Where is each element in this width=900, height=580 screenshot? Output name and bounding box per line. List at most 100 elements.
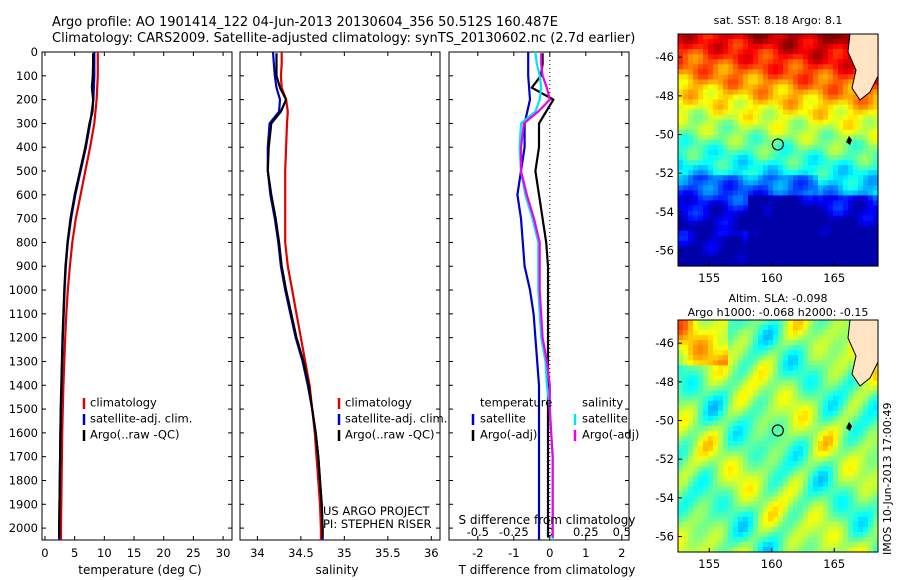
sla-map-cell [863, 491, 869, 498]
sla-map-cell [753, 365, 759, 372]
sla-map-cell [783, 491, 789, 498]
sla-map-cell [773, 335, 779, 341]
sst-map-cell [828, 245, 834, 252]
sst-map-cell [843, 180, 849, 186]
sst-map-cell [853, 124, 859, 131]
sla-map-cell [718, 451, 724, 457]
sla-map-cell [833, 511, 839, 518]
sst-map-cell [873, 235, 879, 242]
sla-map-cell [843, 486, 849, 493]
sst-map-cell [753, 109, 759, 116]
sst-map-cell [813, 170, 819, 176]
difference-series-temperature-argo-adj [530, 53, 555, 538]
sla-map-cell [738, 511, 744, 518]
sla-map-cell [813, 420, 819, 427]
sla-map-cell [848, 415, 854, 422]
sst-map-cell [683, 99, 689, 106]
sst-map-cell [738, 74, 744, 80]
sla-map-cell [773, 486, 779, 493]
sst-map-cell [808, 190, 814, 196]
sla-map-cell [803, 456, 809, 462]
sla-map-cell [823, 370, 829, 377]
sst-map-cell [768, 155, 774, 161]
sst-map-cell [718, 250, 724, 257]
sst-map-cell [863, 180, 869, 186]
pi-annotation: PI: STEPHEN RISER [323, 517, 432, 531]
sst-map-cell [763, 59, 769, 65]
sst-map-cell [873, 79, 879, 86]
sst-map-cell [743, 245, 749, 252]
sla-map-cell [678, 325, 684, 331]
sst-map-cell [863, 230, 869, 237]
sla-map-cell [728, 405, 734, 412]
sla-map-cell [713, 491, 719, 498]
sla-map-cell [788, 501, 794, 508]
sla-map-cell [698, 446, 704, 452]
sst-map-cell [688, 180, 694, 186]
sst-map-cell [803, 260, 809, 267]
sst-map-cell [753, 235, 759, 242]
sst-map-cell [718, 200, 724, 207]
sla-map-cell [738, 330, 744, 336]
sst-map-cell [843, 114, 849, 121]
sla-map-cell [808, 395, 814, 402]
sst-map-cell [698, 165, 704, 171]
sst-map-cell [778, 49, 784, 55]
sla-map-cell [843, 441, 849, 447]
sla-map-cell [693, 360, 699, 366]
sla-map-cell [693, 420, 699, 427]
sla-map-cell [808, 385, 814, 392]
sla-map-cell [773, 476, 779, 482]
sst-map-cell [818, 59, 824, 65]
sla-map-cell [788, 340, 794, 346]
sst-map-cell [828, 255, 834, 262]
sla-map-cell [803, 501, 809, 508]
sst-map-cell [778, 119, 784, 126]
sst-map-cell [753, 205, 759, 212]
sla-map-cell [728, 471, 734, 477]
sst-map-cell [758, 195, 764, 202]
sla-map-cell [803, 375, 809, 382]
sla-map-cell [753, 526, 759, 533]
sst-map-cell [713, 69, 719, 75]
sst-map-cell [828, 250, 834, 257]
sla-map-cell [733, 405, 739, 412]
sst-map-cell [813, 200, 819, 207]
sst-map-cell [823, 79, 829, 86]
sst-map-cell [688, 74, 694, 80]
sla-map-cell [728, 441, 734, 447]
sla-map-cell [758, 511, 764, 518]
sla-map-cell [708, 516, 714, 523]
sst-map-cell [688, 205, 694, 212]
sla-map-cell [698, 355, 704, 361]
sst-map-cell [768, 150, 774, 156]
sst-map-cell [743, 235, 749, 242]
sla-map-cell [768, 471, 774, 477]
sst-map-cell [743, 260, 749, 267]
sst-map-cell [793, 144, 799, 151]
sla-map-cell [823, 536, 829, 543]
sla-map-cell [738, 441, 744, 447]
sst-map-cell [733, 79, 739, 86]
sla-map-cell [708, 355, 714, 361]
sst-map-cell [708, 99, 714, 106]
legend-2-label-1: climatology [345, 396, 412, 410]
sla-map-cell [788, 476, 794, 482]
sla-map-cell [733, 516, 739, 523]
legend-1-label-3: Argo(..raw -QC) [90, 428, 180, 442]
sst-map-cell [768, 250, 774, 257]
sla-map-cell [693, 481, 699, 488]
sla-map-cell [808, 410, 814, 417]
sst-map-cell [723, 215, 729, 222]
sst-map-cell [728, 79, 734, 86]
sst-map-cell [768, 99, 774, 106]
sla-map-cell [838, 501, 844, 508]
sla-map-cell [818, 410, 824, 417]
sst-map-cell [768, 84, 774, 91]
sst-map-cell [833, 129, 839, 136]
sst-map-ytick-label: -56 [655, 244, 674, 258]
sst-map-cell [793, 84, 799, 91]
sla-map-cell [793, 486, 799, 493]
sla-map-cell [808, 496, 814, 503]
sst-map-cell [828, 34, 834, 40]
